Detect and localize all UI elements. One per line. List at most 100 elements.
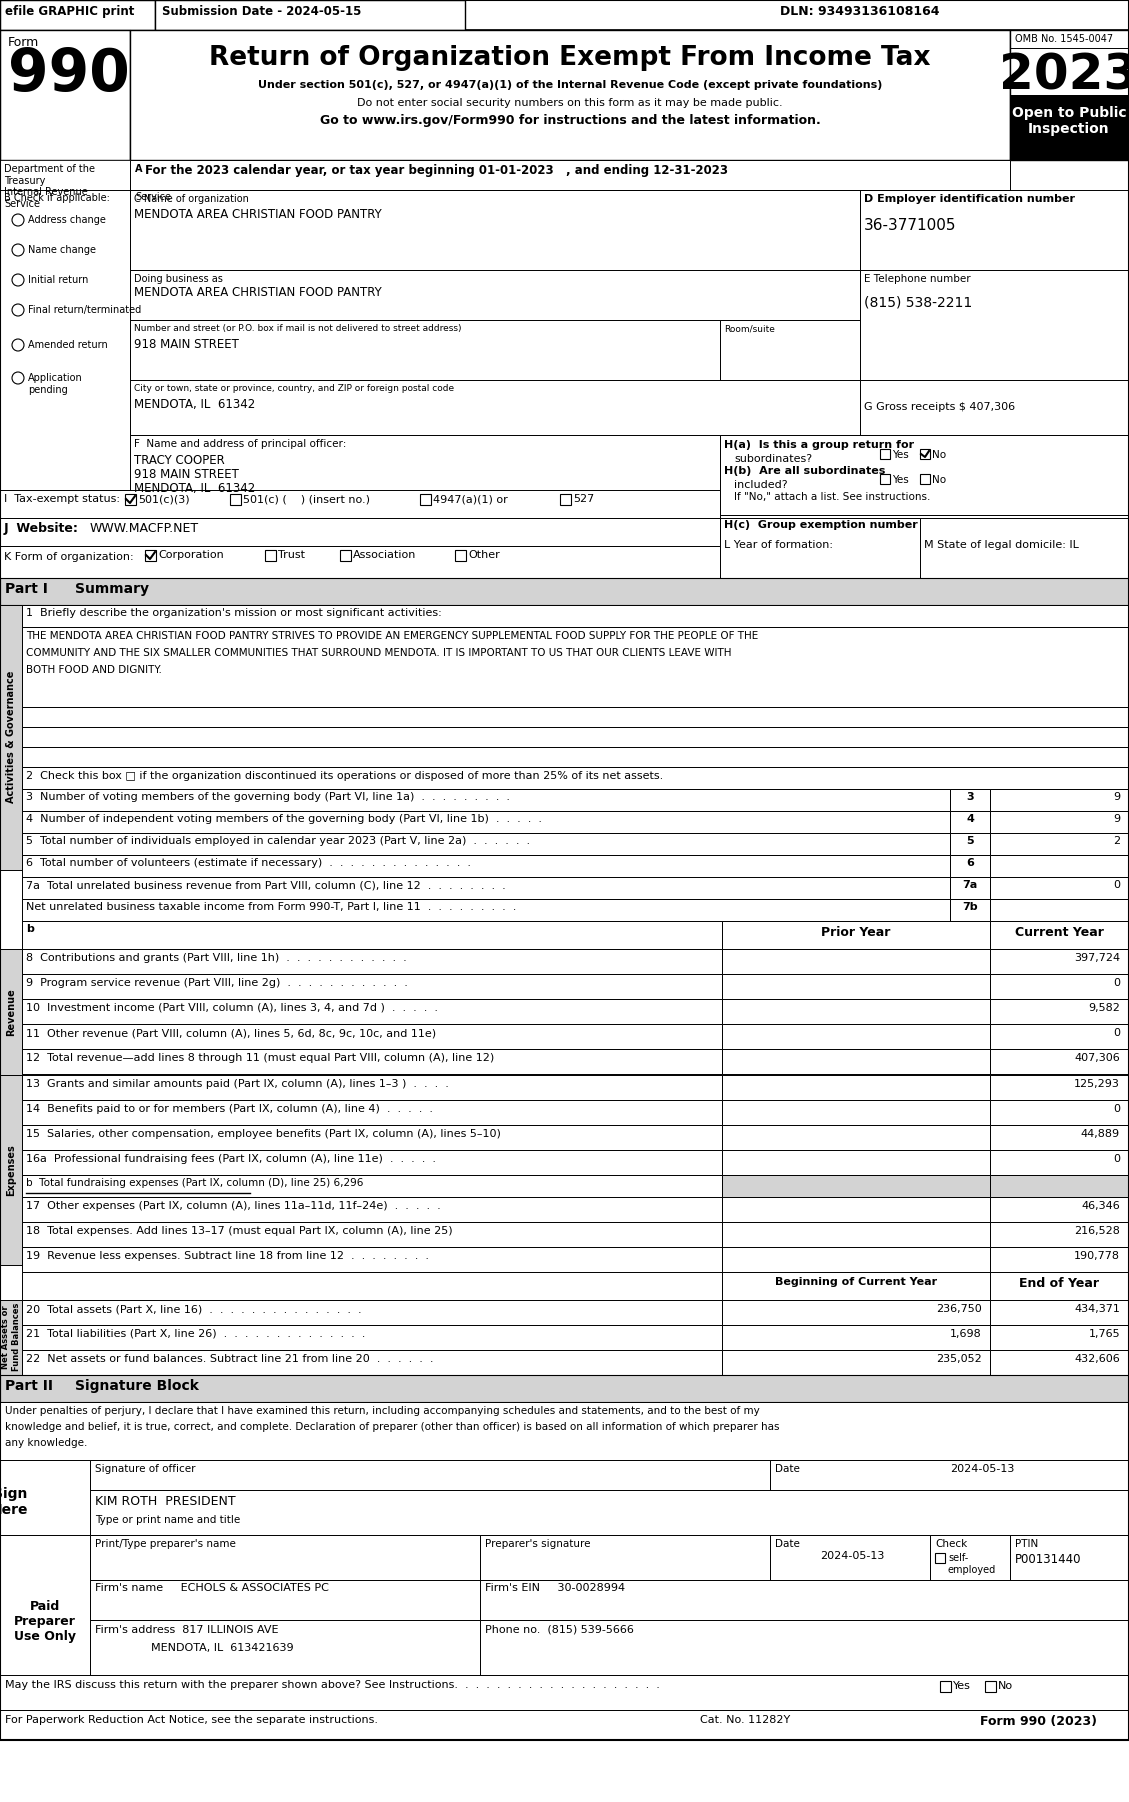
Text: May the IRS discuss this return with the preparer shown above? See Instructions.: May the IRS discuss this return with the… [5,1679,659,1690]
Text: 216,528: 216,528 [1074,1225,1120,1236]
Bar [21,706,1129,726]
Bar [949,789,990,811]
Bar [723,1324,990,1350]
Circle shape [12,371,24,384]
Text: 7a: 7a [962,879,978,890]
Text: 12  Total revenue—add lines 8 through 11 (must equal Part VIII, column (A), line: 12 Total revenue—add lines 8 through 11 … [26,1052,495,1063]
Text: 20  Total assets (Part X, line 16)  .  .  .  .  .  .  .  .  .  .  .  .  .  .  .: 20 Total assets (Part X, line 16) . . . … [26,1305,361,1314]
Bar [0,1076,21,1265]
Bar [990,975,1129,998]
Text: Firm's EIN     30-0028994: Firm's EIN 30-0028994 [485,1582,625,1593]
Bar [990,1247,1129,1272]
Bar [230,494,240,505]
Bar [990,921,1129,950]
Text: Summary: Summary [75,582,149,596]
Text: 990: 990 [8,47,130,103]
Bar [21,1272,723,1299]
Text: 432,606: 432,606 [1075,1353,1120,1364]
Text: Net Assets or
Fund Balances: Net Assets or Fund Balances [1,1303,20,1371]
Bar [21,854,949,878]
Bar [130,321,720,380]
Bar [21,1175,723,1197]
Text: 235,052: 235,052 [936,1353,982,1364]
Bar [21,998,723,1024]
Text: H(c)  Group exemption number: H(c) Group exemption number [724,521,918,530]
Text: 918 MAIN STREET: 918 MAIN STREET [134,469,239,481]
Text: M State of legal domicile: IL: M State of legal domicile: IL [924,541,1079,550]
Bar [0,1535,90,1699]
Bar [723,1350,990,1375]
Circle shape [12,214,24,225]
Text: 9: 9 [1113,815,1120,824]
Text: Final return/terminated: Final return/terminated [28,305,141,315]
Bar [990,899,1129,921]
Bar [990,1175,1129,1197]
Text: Signature of officer: Signature of officer [95,1463,195,1474]
Text: Activities & Governance: Activities & Governance [6,670,16,804]
Text: 4947(a)(1) or: 4947(a)(1) or [434,494,508,505]
Text: Part I: Part I [5,582,47,596]
Text: 16a  Professional fundraising fees (Part IX, column (A), line 11e)  .  .  .  .  : 16a Professional fundraising fees (Part … [26,1153,436,1164]
Text: B Check if applicable:: B Check if applicable: [5,193,110,204]
Bar [949,899,990,921]
Text: Yes: Yes [892,450,909,460]
Text: Expenses: Expenses [6,1144,16,1197]
Text: Name change: Name change [28,245,96,256]
Text: H(a)  Is this a group return for: H(a) Is this a group return for [724,440,914,450]
Text: Amended return: Amended return [28,341,107,350]
Bar [21,1099,723,1124]
Bar [720,515,1129,571]
Text: 527: 527 [574,494,594,505]
Bar [879,449,890,460]
Text: MENDOTA AREA CHRISTIAN FOOD PANTRY: MENDOTA AREA CHRISTIAN FOOD PANTRY [134,287,382,299]
Text: (815) 538-2211: (815) 538-2211 [864,296,972,310]
Bar [723,1247,990,1272]
Bar [145,550,156,560]
Text: 36-3771005: 36-3771005 [864,218,956,232]
Bar [770,1460,1129,1490]
Text: 1  Briefly describe the organization's mission or most significant activities:: 1 Briefly describe the organization's mi… [26,607,441,618]
Bar [0,1460,90,1535]
Text: 2024-05-13: 2024-05-13 [949,1463,1014,1474]
Text: efile GRAPHIC print: efile GRAPHIC print [5,5,134,18]
Text: P00131440: P00131440 [1015,1553,1082,1566]
Text: 7b: 7b [962,903,978,912]
Text: 9: 9 [1113,793,1120,802]
Bar [0,31,130,160]
Bar [480,1620,1129,1676]
Bar [21,878,949,899]
Text: 501(c)(3): 501(c)(3) [138,494,190,505]
Bar [0,0,1129,31]
Bar [560,494,571,505]
Text: 9  Program service revenue (Part VIII, line 2g)  .  .  .  .  .  .  .  .  .  .  .: 9 Program service revenue (Part VIII, li… [26,978,408,987]
Bar [480,1535,770,1580]
Text: F  Name and address of principal officer:: F Name and address of principal officer: [134,440,347,449]
Text: 407,306: 407,306 [1075,1052,1120,1063]
Bar [0,0,155,31]
Bar [155,0,465,31]
Bar [990,1099,1129,1124]
Text: J  Website:: J Website: [5,523,79,535]
Text: 2023: 2023 [999,52,1129,99]
Text: 21  Total liabilities (Part X, line 26)  .  .  .  .  .  .  .  .  .  .  .  .  .  : 21 Total liabilities (Part X, line 26) .… [26,1330,366,1339]
Text: Go to www.irs.gov/Form990 for instructions and the latest information.: Go to www.irs.gov/Form990 for instructio… [320,114,821,126]
Text: KIM ROTH  PRESIDENT: KIM ROTH PRESIDENT [95,1496,236,1508]
Bar [21,921,723,950]
Text: 0: 0 [1113,1027,1120,1038]
Text: 19  Revenue less expenses. Subtract line 18 from line 12  .  .  .  .  .  .  .  .: 19 Revenue less expenses. Subtract line … [26,1251,429,1261]
Bar [90,1580,480,1620]
Text: Check: Check [935,1539,968,1550]
Bar [130,380,860,434]
Bar [21,627,1129,706]
Text: Prior Year: Prior Year [821,926,891,939]
Text: 10  Investment income (Part VIII, column (A), lines 3, 4, and 7d )  .  .  .  .  : 10 Investment income (Part VIII, column … [26,1004,438,1013]
Text: Submission Date - 2024-05-15: Submission Date - 2024-05-15 [161,5,361,18]
Bar [990,1350,1129,1375]
Bar [984,1681,996,1692]
Text: K Form of organization:: K Form of organization: [5,551,133,562]
Bar [1010,31,1129,160]
Bar [21,1150,723,1175]
Bar [1010,96,1129,160]
Bar [723,1272,990,1299]
Text: C Name of organization: C Name of organization [134,195,248,204]
